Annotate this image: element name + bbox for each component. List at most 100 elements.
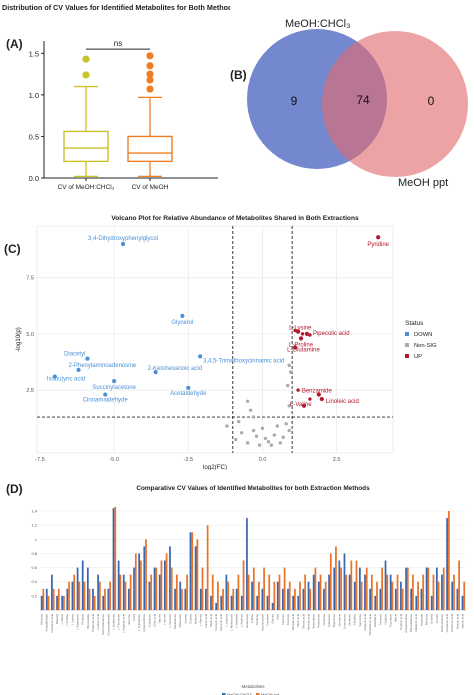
cvbar-bar (323, 588, 325, 610)
cvbar-bar (324, 581, 327, 610)
volcano-point (240, 431, 244, 435)
cvbar-bar (432, 574, 435, 610)
cvbar-bar (63, 595, 65, 610)
cvbar-category-label: Inosine (183, 614, 187, 624)
cvbar-bar (240, 595, 243, 610)
cvbar-bar (201, 567, 204, 610)
volcano-ytick-label: 2.5 (26, 388, 34, 394)
cvbar-category-label: Pantothenic acid (368, 614, 372, 636)
cvbar-legend-swatch (222, 693, 226, 695)
cvbar-category-label: L-Tryptophan (137, 614, 141, 631)
cvbar-ytick-label: 0.6 (31, 565, 37, 570)
cvbar-category-label: Valeric acid (460, 614, 464, 629)
volcano-point-labeled (304, 331, 310, 336)
cvbar-bar (338, 560, 341, 610)
box-outlier (82, 71, 90, 79)
cvbar-bar (160, 560, 163, 610)
cvbar-bar (376, 581, 378, 610)
cvbar-bar (364, 574, 366, 610)
cvbar-bar (220, 595, 223, 610)
cvbar-category-label: Pipecolic acid (91, 614, 95, 632)
cvbar-bar (294, 588, 296, 610)
cvbar-category-label: Isobutyric acid (50, 614, 54, 633)
volcano-point-label: L-Lysine (289, 326, 312, 332)
cvbar-bar (179, 581, 182, 610)
cvbar-bar (83, 581, 86, 610)
volcano-point-labeled (103, 392, 108, 397)
cvbar-category-label: Sucrose (127, 614, 131, 625)
panel-label-d: (D) (6, 482, 23, 496)
cvbar-bar (355, 560, 358, 610)
cvbar-bar (365, 567, 368, 610)
volcano-point (260, 426, 265, 430)
cvbar-bar (184, 588, 187, 610)
volcano-xtick-label: 2.5 (333, 457, 341, 463)
volcano-ytick-label: 5.0 (26, 332, 34, 338)
cvbar-bar (261, 588, 264, 610)
volcano-point (275, 424, 279, 428)
cvbar-category-label: Ethanolamine (440, 614, 444, 632)
cvbar-category-label: Citrulline (353, 614, 357, 626)
cvbar-x-label: Metabolites (241, 684, 265, 689)
cvbar-bar (292, 595, 295, 610)
cvbar-bar (246, 518, 248, 610)
cvbar-bar (174, 588, 176, 610)
cvbar-category-label: Diacetyl (55, 614, 59, 625)
cvbar-bar (420, 588, 423, 610)
volcano-point-label: Linoleic acid (326, 399, 359, 405)
cvbar-bar (232, 588, 235, 610)
volcano-point-labeled (120, 241, 126, 247)
cvbar-bar (128, 588, 130, 610)
cvbar-bar (451, 581, 454, 610)
cvbar-bar (446, 518, 448, 610)
cvbar-category-label: L-Methionine (229, 614, 233, 631)
cvbar-category-label: Creatinine (147, 614, 151, 628)
cvbar-category-label: Linoleic acid (96, 614, 100, 630)
cvbar-category-label: Glutathione (173, 614, 177, 629)
cvbar-bar (165, 553, 168, 610)
cvbar-bar (319, 574, 322, 610)
cvbar-bar (283, 567, 286, 610)
cvbar-bar (140, 560, 142, 610)
cvbar-bar (288, 581, 291, 610)
cvbar-category-label: L-Leucine (224, 614, 228, 627)
cvbar-category-label: L-Valine (60, 614, 64, 625)
cvbar-bar (40, 595, 43, 610)
volcano-point (245, 399, 250, 404)
cvbar-bar (394, 588, 397, 610)
cvbar-bar (194, 546, 197, 610)
cvbar-bar (430, 595, 433, 610)
cvbar-bar (109, 581, 111, 610)
volcano-point (254, 434, 259, 438)
cvbar-bar (302, 588, 305, 610)
cvbar-bar (328, 574, 330, 610)
venn-right-count: 0 (428, 94, 435, 108)
cvbar-category-label: Palmitic acid (291, 614, 295, 631)
cvbar-bar (225, 574, 228, 610)
cvbar-bar (252, 567, 255, 610)
cvbar-category-label: Sarcosine (358, 614, 362, 627)
cvbar-bar (191, 532, 194, 610)
cvbar-bar (345, 574, 348, 610)
volcano-plot-area (36, 225, 394, 454)
cvbar-category-label: Thymine (378, 614, 382, 625)
volcano-point (288, 370, 293, 374)
volcano-point-label: Succinylacetone (92, 385, 136, 391)
venn-set-label-left: MeOH:CHCl₃ (285, 18, 351, 30)
cvbar-bar (217, 581, 219, 610)
volcano-point-labeled (76, 367, 81, 372)
cvbar-category-label: Choline (188, 614, 192, 624)
volcano-point-label: 3,4,5-Trimethoxycinnamic acid (203, 358, 284, 364)
cvbar-category-label: Citric acid (152, 614, 156, 627)
cvbar-category-label: Glutamic acid (414, 614, 418, 632)
cvbar-bar (222, 588, 224, 610)
cvbar-bar (119, 574, 122, 610)
cvbar-bar (76, 567, 79, 610)
cvbar-category-label: L-Proline (65, 614, 69, 626)
volcano-point (266, 440, 271, 444)
venn-intersection-count: 74 (356, 93, 370, 107)
volcano-xtick-label: -7.5 (35, 457, 45, 463)
cvbar-category-label: Sorbitol (430, 614, 434, 624)
cvbar-bar (358, 567, 361, 610)
cvbar-bar (169, 546, 171, 610)
